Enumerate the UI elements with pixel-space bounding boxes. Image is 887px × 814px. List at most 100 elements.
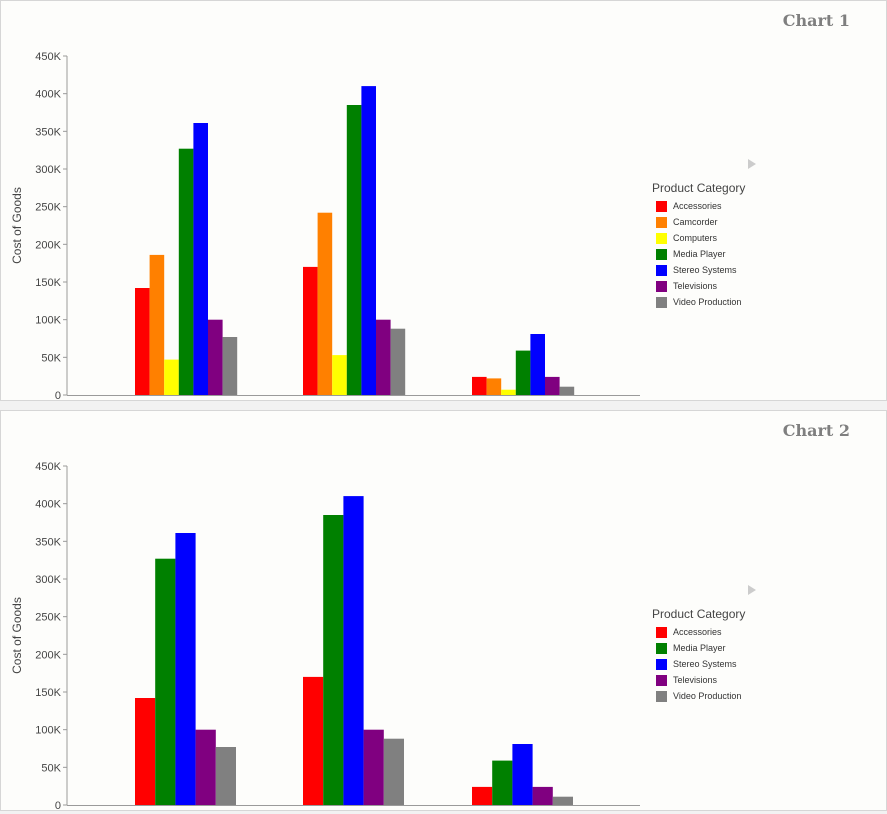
legend-label: Stereo Systems xyxy=(673,265,737,275)
bar-televisions[interactable] xyxy=(195,729,216,805)
legend-swatch xyxy=(656,296,667,308)
y-axis-label: Cost of Goods xyxy=(10,597,24,674)
y-tick-label: 400K xyxy=(35,89,61,101)
legend-swatch xyxy=(656,642,667,654)
bar-accessories[interactable] xyxy=(135,698,156,805)
bar-video-production[interactable] xyxy=(383,738,404,805)
bar-chart-2: 0 50K 100K 150K 200K 250K 300K 350K 400K 450K Cost… xyxy=(10,461,640,810)
legend-swatch xyxy=(656,674,667,686)
legend-scroll-arrow-icon[interactable] xyxy=(748,159,756,169)
y-tick-label: 350K xyxy=(35,536,61,548)
bar-media-player[interactable] xyxy=(323,515,344,805)
bar-video-production[interactable] xyxy=(215,747,236,805)
bar-televisions[interactable] xyxy=(545,376,560,395)
legend-item[interactable]: Media Player xyxy=(652,640,745,656)
y-tick-label: 300K xyxy=(35,574,61,586)
legend-item[interactable]: Video Production xyxy=(652,688,745,704)
bar-computers[interactable] xyxy=(164,359,179,395)
legend-item[interactable]: Accessories xyxy=(652,198,745,214)
bar-accessories[interactable] xyxy=(303,266,318,395)
legend-item[interactable]: Accessories xyxy=(652,624,745,640)
legend-item[interactable]: Televisions xyxy=(652,672,745,688)
y-tick-label: 100K xyxy=(35,725,61,737)
legend-item[interactable]: Stereo Systems xyxy=(652,656,745,672)
legend-label: Televisions xyxy=(673,281,718,291)
chart-panel-1: Chart 1 0 50K 100K 150K 200K 250K 300K 350K 400K… xyxy=(0,0,887,401)
y-tick-label: 150K xyxy=(35,687,61,699)
legend-swatch xyxy=(656,658,667,670)
bar-video-production[interactable] xyxy=(390,328,406,395)
legend-item[interactable]: Stereo Systems xyxy=(652,262,745,278)
bar-stereo-systems[interactable] xyxy=(361,86,376,395)
legend-label: Televisions xyxy=(673,675,718,685)
legend-label: Media Player xyxy=(673,249,726,259)
bar-camcorder[interactable] xyxy=(149,254,165,395)
bar-accessories[interactable] xyxy=(135,288,150,395)
legend-label: Stereo Systems xyxy=(673,659,737,669)
legend-item[interactable]: Media Player xyxy=(652,246,745,262)
bar-media-player[interactable] xyxy=(346,105,362,395)
bar-accessories[interactable] xyxy=(472,786,493,805)
legend-swatch xyxy=(656,232,667,244)
legend-swatch xyxy=(656,216,667,228)
legend-label: Camcorder xyxy=(673,217,718,227)
bar-media-player[interactable] xyxy=(155,558,176,805)
legend-swatch xyxy=(656,626,667,638)
bar-video-production[interactable] xyxy=(552,796,573,805)
bar-computers[interactable] xyxy=(501,389,516,395)
legend-label: Accessories xyxy=(673,627,722,637)
chart-title: Chart 2 xyxy=(782,421,850,440)
bar-accessories[interactable] xyxy=(472,376,487,395)
bar-televisions[interactable] xyxy=(363,729,384,805)
legend-item[interactable]: Televisions xyxy=(652,278,745,294)
bar-media-player[interactable] xyxy=(492,760,513,805)
legend-item[interactable]: Camcorder xyxy=(652,214,745,230)
bar-camcorder[interactable] xyxy=(486,378,502,395)
bar-televisions[interactable] xyxy=(376,319,391,395)
chart-title: Chart 1 xyxy=(782,11,850,30)
y-tick-label: 0 xyxy=(55,800,61,810)
y-tick-label: 250K xyxy=(35,612,61,624)
bar-stereo-systems[interactable] xyxy=(530,334,545,395)
legend-item[interactable]: Video Production xyxy=(652,294,745,310)
bar-stereo-systems[interactable] xyxy=(175,533,196,805)
legend-label: Media Player xyxy=(673,643,726,653)
bar-chart-1: 0 50K 100K 150K 200K 250K 300K 350K 400K 450K Cost… xyxy=(10,51,640,400)
bar-stereo-systems[interactable] xyxy=(193,123,208,395)
y-tick-label: 300K xyxy=(35,164,61,176)
y-tick-label: 50K xyxy=(41,762,61,774)
y-tick-label: 350K xyxy=(35,126,61,138)
chart-panel-2: Chart 2 0 50K 100K 150K 200K 250K 300K 350K 400K… xyxy=(0,410,887,811)
bar-televisions[interactable] xyxy=(532,786,553,805)
y-tick-label: 400K xyxy=(35,499,61,511)
bar-televisions[interactable] xyxy=(208,319,223,395)
bar-accessories[interactable] xyxy=(303,676,324,805)
legend-label: Computers xyxy=(673,233,718,243)
bar-media-player[interactable] xyxy=(515,350,531,395)
y-tick-label: 50K xyxy=(41,352,61,364)
bar-media-player[interactable] xyxy=(178,148,194,395)
legend-swatch xyxy=(656,200,667,212)
bar-stereo-systems[interactable] xyxy=(343,496,364,805)
legend: Product Category Accessories Media Player… xyxy=(652,585,756,704)
y-tick-label: 0 xyxy=(55,390,61,400)
legend-item[interactable]: Computers xyxy=(652,230,745,246)
y-tick-label: 450K xyxy=(35,461,61,473)
bar-camcorder[interactable] xyxy=(317,212,333,395)
y-tick-label: 250K xyxy=(35,202,61,214)
legend-title: Product Category xyxy=(652,181,746,195)
y-tick-label: 100K xyxy=(35,315,61,327)
bar-video-production[interactable] xyxy=(222,337,238,395)
legend-label: Video Production xyxy=(673,691,742,701)
bar-stereo-systems[interactable] xyxy=(512,744,533,805)
legend-label: Video Production xyxy=(673,297,742,307)
y-tick-label: 450K xyxy=(35,51,61,63)
legend-label: Accessories xyxy=(673,201,722,211)
legend-scroll-arrow-icon[interactable] xyxy=(748,585,756,595)
legend-swatch xyxy=(656,248,667,260)
y-axis-label: Cost of Goods xyxy=(10,187,24,264)
bar-video-production[interactable] xyxy=(559,386,575,395)
bar-computers[interactable] xyxy=(332,355,347,395)
y-tick-label: 200K xyxy=(35,239,61,251)
legend: Product Category Accessories Camcorder Com… xyxy=(652,159,756,310)
